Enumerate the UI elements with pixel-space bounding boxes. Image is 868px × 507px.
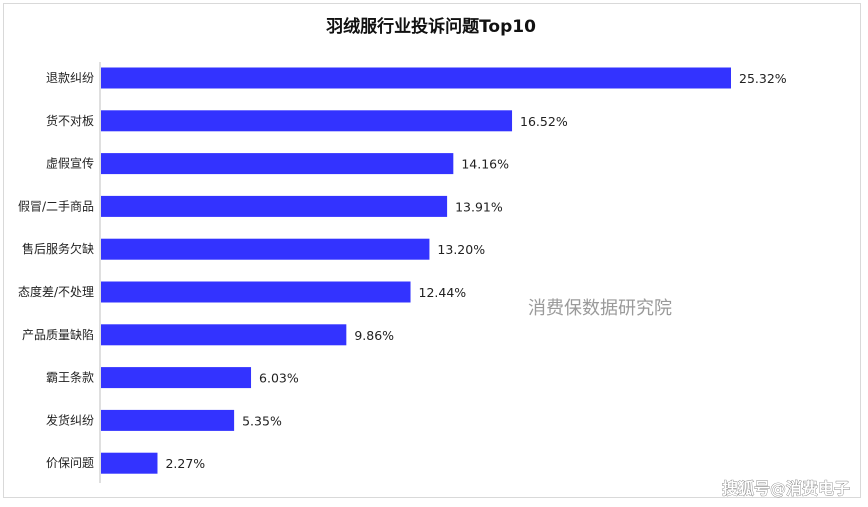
- data-label: 13.20%: [437, 242, 485, 257]
- bar: [101, 110, 513, 132]
- data-label: 2.27%: [165, 456, 205, 471]
- category-label: 虚假宣传: [46, 156, 94, 171]
- data-label: 13.91%: [455, 199, 503, 214]
- category-label: 发货纠纷: [46, 412, 94, 427]
- category-label: 态度差/不处理: [18, 284, 94, 299]
- data-label: 6.03%: [259, 371, 299, 386]
- data-label: 9.86%: [354, 328, 394, 343]
- category-label: 退款纠纷: [46, 71, 94, 85]
- bar: [101, 409, 235, 431]
- chart-title: 羽绒服行业投诉问题Top10: [326, 16, 536, 37]
- bar: [101, 67, 731, 89]
- bar: [101, 324, 347, 346]
- data-label: 14.16%: [461, 157, 509, 172]
- watermark: 消费保数据研究院: [528, 298, 672, 319]
- category-label: 霸王条款: [46, 371, 94, 385]
- bar: [101, 195, 448, 217]
- category-label: 货不对板: [46, 113, 94, 128]
- bar: [101, 367, 252, 389]
- category-label: 价保问题: [46, 456, 94, 470]
- bars-group: 退款纠纷 25.32% 货不对板 16.52% 虚假宣传 14.16% 假冒/二手商品 13.…: [18, 67, 787, 474]
- data-label: 12.44%: [419, 285, 467, 300]
- bar: [101, 153, 454, 175]
- category-label: 售后服务欠缺: [22, 241, 94, 256]
- category-label: 产品质量缺陷: [22, 327, 94, 342]
- bar: [101, 238, 430, 260]
- source-credit: 搜狐号@消费电子: [722, 479, 850, 498]
- data-label: 25.32%: [739, 71, 787, 86]
- bar: [101, 452, 158, 474]
- category-label: 假冒/二手商品: [18, 198, 94, 213]
- bar: [101, 281, 411, 303]
- data-label: 5.35%: [242, 413, 282, 428]
- data-label: 16.52%: [520, 114, 568, 129]
